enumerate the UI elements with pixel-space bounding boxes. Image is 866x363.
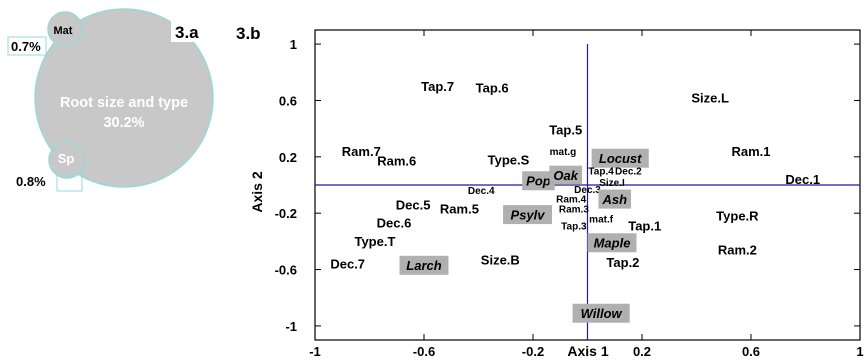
variable-label: mat.g	[550, 147, 577, 158]
species-highlight-box	[399, 255, 449, 275]
x-tick-label: 0.2	[633, 344, 651, 358]
variable-label: Ram.4	[556, 195, 586, 206]
variable-label: Tap.2	[606, 255, 639, 270]
variable-label: Ram.1	[731, 144, 770, 159]
panel-a: Root size and type 30.2% Mat 0.7% Sp 0.8…	[7, 8, 214, 192]
species-label: Pop	[526, 173, 551, 188]
panel-b-chart: -1 -0.6 -0.2 0.2 0.6 1 1 0.6 0.2 -0.2 -0.6 -1 Tap.7…	[249, 29, 864, 359]
variable-label: Ram.5	[440, 202, 479, 217]
species-label: Psylv	[511, 207, 546, 222]
variable-label: Size.L	[691, 90, 729, 105]
y-tick-label: -1	[285, 319, 297, 334]
species-highlight-box	[591, 148, 649, 168]
species-highlight-box	[549, 165, 582, 185]
mat-pct-box	[7, 36, 47, 56]
variable-label: Type.R	[716, 209, 759, 224]
variable-label: Tap.4	[588, 167, 614, 178]
x-tick-label: -0.6	[413, 344, 435, 358]
mat-label: Mat	[54, 25, 73, 37]
variable-label: Dec.4	[468, 186, 495, 197]
x-tick-label: -0.2	[522, 344, 544, 358]
variable-label: Type.T	[354, 234, 395, 249]
y-tick-label: -0.6	[275, 263, 297, 278]
panel-a-label: 3.a	[175, 23, 199, 42]
y-tick-label: 0.6	[279, 93, 297, 108]
root-size-type-pct: 30.2%	[103, 115, 144, 131]
x-tick-label: 0.6	[742, 344, 760, 358]
species-highlight-box	[572, 303, 630, 323]
variable-label: Tap.7	[421, 79, 454, 94]
variable-label: Dec.1	[785, 172, 820, 187]
root-size-type-circle	[34, 8, 214, 188]
variable-label: Ram.7	[342, 144, 381, 159]
mat-circle	[47, 11, 83, 47]
panel-a-label-box	[171, 20, 211, 42]
sp-circle	[48, 141, 86, 179]
variable-label: Dec.3	[574, 185, 601, 196]
variable-label: Ram.6	[377, 154, 416, 169]
species-highlight-box	[522, 171, 555, 191]
y-tick-label: 0.2	[279, 150, 297, 165]
y-tick-label: -0.2	[275, 206, 297, 221]
reference-lines	[315, 44, 860, 340]
variable-label: Dec.7	[330, 257, 365, 272]
x-tick-label: -1	[309, 344, 321, 358]
variable-label: Type.S	[488, 152, 530, 167]
species-highlight-box	[587, 233, 637, 253]
variable-label: Dec.2	[615, 167, 642, 178]
variable-label: Tap.1	[628, 219, 661, 234]
sp-pct: 0.8%	[16, 174, 46, 189]
species-label: Ash	[601, 192, 627, 207]
mat-pct: 0.7%	[11, 39, 41, 54]
species-highlight-box	[598, 189, 632, 209]
species-label: Maple	[594, 235, 631, 250]
axis-ticks: -1 -0.6 -0.2 0.2 0.6 1 1 0.6 0.2 -0.2 -0.6 -1	[275, 30, 864, 359]
sp-pct-box	[56, 173, 83, 192]
species-label: Locust	[599, 151, 642, 166]
variable-label: Size.I	[599, 178, 625, 189]
y-tick-label: 1	[290, 37, 297, 52]
variable-label: Ram.3	[559, 205, 589, 216]
variable-label: Tap.3	[561, 221, 587, 232]
species-label: Oak	[553, 168, 578, 183]
x-tick-label: 1	[856, 344, 863, 358]
variable-label: Tap.6	[476, 80, 509, 95]
variable-label: Tap.5	[549, 123, 582, 138]
variable-label: Size.B	[481, 252, 520, 267]
sp-label: Sp	[58, 151, 75, 166]
species-highlight-box	[503, 205, 553, 225]
y-axis-title: Axis 2	[249, 171, 265, 212]
variable-label: Dec.6	[377, 216, 412, 231]
variable-label: mat.f	[589, 214, 614, 225]
species-label: Larch	[406, 258, 441, 273]
panel-b-label: 3.b	[236, 24, 261, 43]
variable-label: Ram.2	[718, 242, 757, 257]
species-label: Willow	[581, 306, 623, 321]
x-axis-title: Axis 1	[567, 343, 608, 358]
variable-label: Dec.5	[396, 197, 431, 212]
root-size-type-label: Root size and type	[60, 95, 188, 111]
